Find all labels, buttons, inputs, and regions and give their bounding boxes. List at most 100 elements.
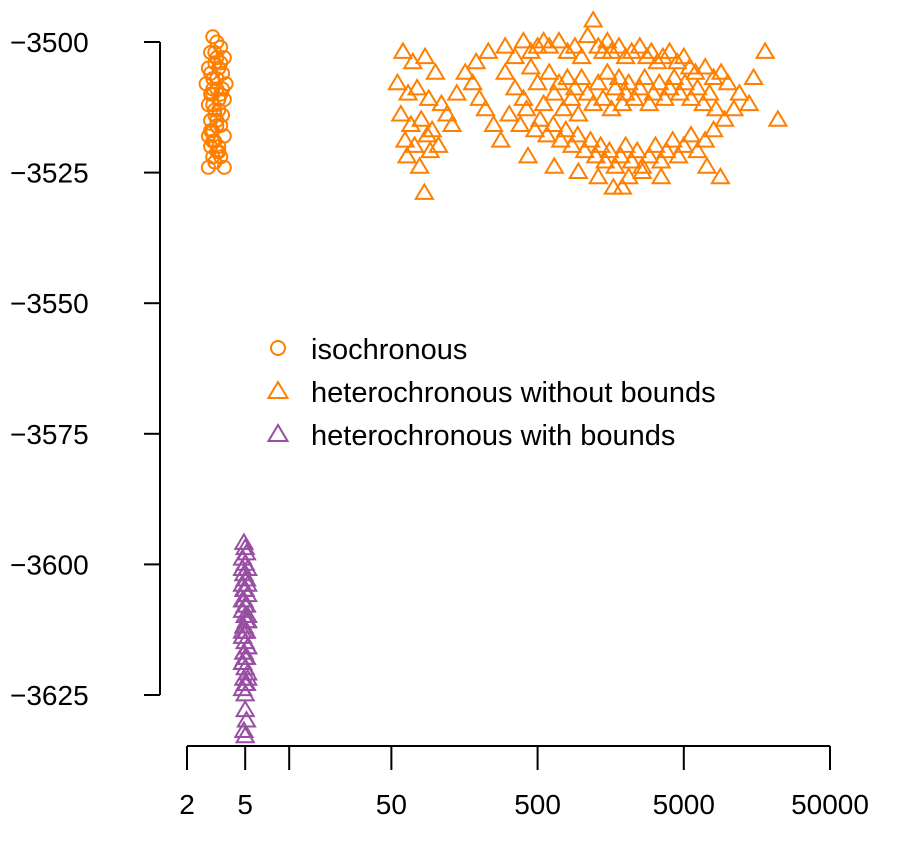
y-tick-label: −3525 bbox=[10, 158, 89, 189]
data-point bbox=[396, 145, 418, 164]
data-point bbox=[406, 78, 428, 96]
data-point bbox=[557, 41, 578, 59]
data-point bbox=[577, 83, 598, 101]
data-point bbox=[652, 46, 674, 65]
data-point bbox=[520, 57, 542, 75]
x-tick-label: 50 bbox=[376, 789, 407, 820]
data-point bbox=[211, 144, 227, 160]
x-tick-label: 5 bbox=[237, 789, 253, 820]
data-point bbox=[567, 125, 588, 143]
data-point bbox=[666, 51, 688, 70]
data-point bbox=[703, 67, 724, 85]
data-point bbox=[557, 67, 578, 85]
data-point bbox=[743, 67, 764, 85]
data-point bbox=[517, 145, 539, 164]
data-point bbox=[608, 67, 630, 85]
data-point bbox=[454, 62, 476, 80]
data-point bbox=[561, 135, 583, 153]
data-point bbox=[638, 145, 660, 164]
data-point bbox=[419, 140, 441, 159]
data-point bbox=[599, 140, 620, 159]
data-point bbox=[543, 156, 565, 174]
data-point bbox=[516, 98, 537, 117]
data-point bbox=[634, 67, 655, 85]
data-point bbox=[621, 41, 642, 59]
data-point bbox=[649, 72, 670, 91]
data-point bbox=[446, 83, 468, 101]
data-point bbox=[387, 72, 408, 91]
data-point bbox=[542, 114, 564, 132]
data-point bbox=[621, 151, 642, 169]
data-point bbox=[673, 135, 695, 153]
data-point bbox=[615, 46, 636, 65]
y-axis: −3500 −3525 −3550 −3575 −3600 −3625 bbox=[10, 27, 161, 711]
data-point bbox=[687, 140, 708, 159]
legend-marker bbox=[266, 380, 290, 399]
data-point bbox=[659, 41, 680, 59]
data-point bbox=[490, 130, 512, 148]
data-point bbox=[568, 104, 589, 122]
data-point bbox=[560, 88, 582, 106]
data-point bbox=[638, 93, 660, 112]
data-point bbox=[629, 36, 651, 54]
data-point bbox=[694, 57, 716, 75]
data-point bbox=[674, 72, 696, 91]
data-point bbox=[717, 72, 739, 91]
data-point bbox=[754, 41, 776, 59]
data-point bbox=[416, 125, 438, 143]
data-point bbox=[577, 25, 598, 44]
data-point bbox=[594, 151, 616, 169]
data-point bbox=[604, 78, 626, 96]
data-point bbox=[582, 93, 604, 112]
data-point bbox=[414, 182, 435, 200]
data-point bbox=[548, 72, 570, 91]
y-tick-label: −3550 bbox=[10, 288, 89, 319]
data-point bbox=[618, 72, 640, 91]
data-point bbox=[400, 114, 422, 132]
legend-label: heterochronous without bounds bbox=[311, 377, 716, 409]
data-point bbox=[483, 114, 504, 132]
data-point bbox=[587, 166, 609, 185]
data-point bbox=[592, 88, 614, 106]
data-point bbox=[582, 10, 604, 28]
data-point bbox=[425, 62, 446, 80]
data-point bbox=[234, 647, 256, 665]
data-point bbox=[705, 98, 727, 117]
data-point bbox=[650, 151, 672, 169]
legend: isochronous heterochronous without bounds… bbox=[266, 334, 716, 452]
data-point bbox=[234, 725, 256, 744]
data-point bbox=[234, 621, 256, 639]
data-point bbox=[234, 673, 256, 691]
x-tick-label: 500 bbox=[514, 789, 561, 820]
plot-area bbox=[198, 10, 789, 744]
data-point bbox=[431, 93, 452, 112]
data-point bbox=[209, 50, 225, 66]
data-point bbox=[548, 31, 570, 49]
data-point bbox=[203, 65, 219, 81]
data-point bbox=[394, 130, 416, 148]
x-tick-label: 2 bbox=[179, 789, 195, 820]
data-point bbox=[200, 159, 216, 175]
data-point bbox=[659, 78, 680, 96]
data-point bbox=[504, 78, 526, 96]
data-point bbox=[233, 642, 255, 660]
data-point bbox=[699, 83, 720, 101]
data-point bbox=[694, 130, 716, 148]
data-point bbox=[234, 595, 256, 613]
data-point bbox=[494, 62, 516, 80]
data-point bbox=[418, 88, 440, 106]
data-point bbox=[462, 72, 484, 91]
data-point bbox=[553, 98, 574, 117]
series-2 bbox=[232, 532, 258, 744]
data-point bbox=[538, 36, 560, 54]
data-point bbox=[710, 166, 731, 185]
data-point bbox=[475, 98, 496, 117]
data-point bbox=[631, 156, 653, 174]
data-point bbox=[767, 109, 789, 127]
data-point bbox=[624, 88, 645, 106]
data-point bbox=[207, 102, 223, 118]
data-point bbox=[564, 36, 586, 54]
data-point bbox=[650, 166, 672, 185]
data-point bbox=[668, 145, 689, 164]
